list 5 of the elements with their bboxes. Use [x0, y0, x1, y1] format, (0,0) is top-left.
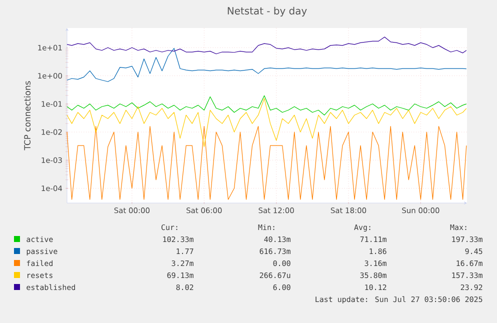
line-series	[66, 98, 467, 148]
y-axis-title: TCP connections	[24, 81, 31, 150]
line-series	[66, 95, 467, 116]
chart-title: Netstat - by day	[228, 6, 307, 17]
line-series	[66, 36, 467, 54]
